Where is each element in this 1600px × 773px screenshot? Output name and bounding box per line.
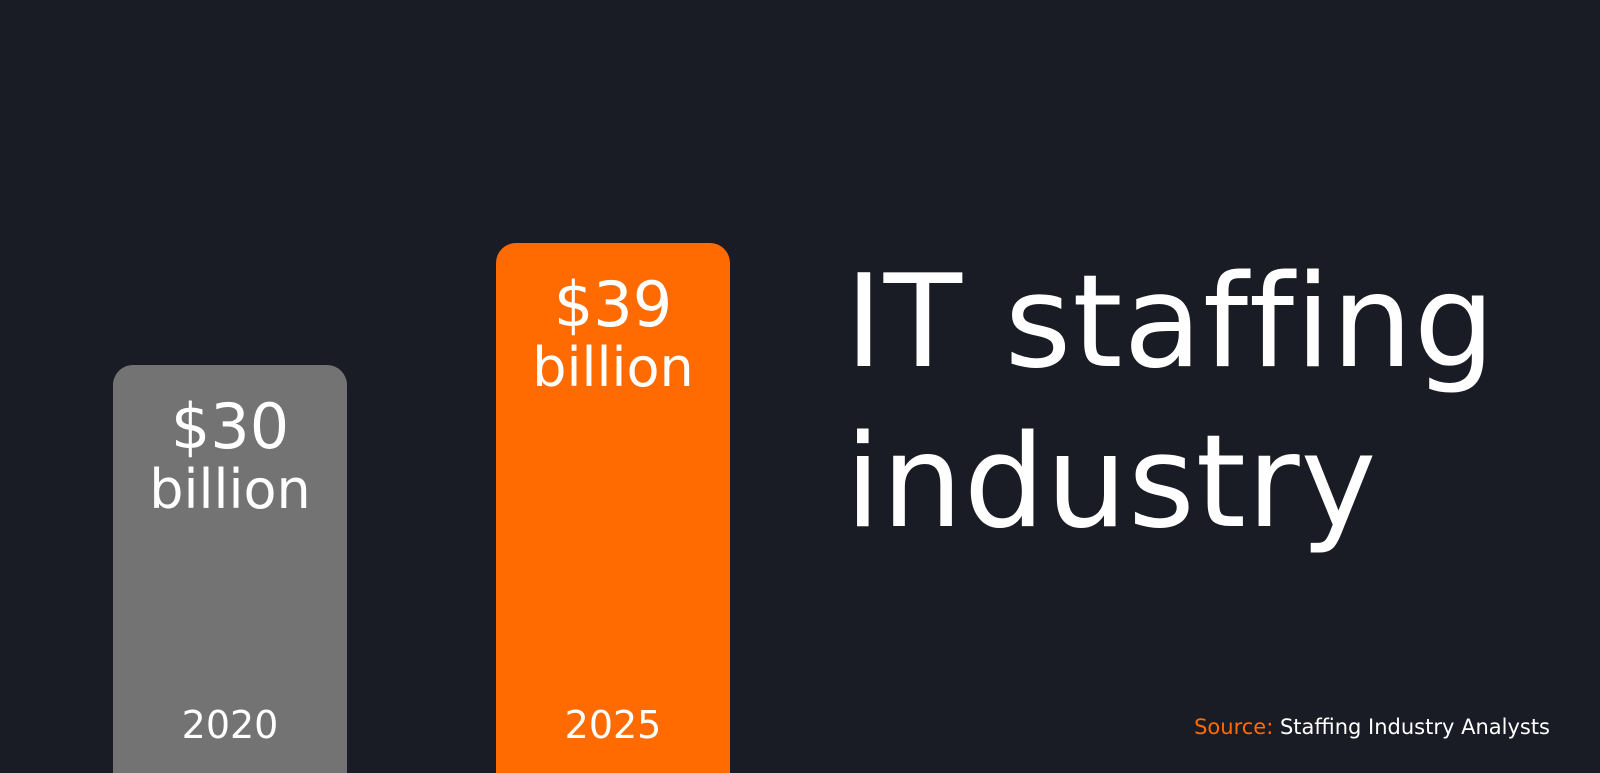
- bar-category-label-2025: 2025: [564, 702, 662, 747]
- chart-title-line-1: IT staffing: [845, 248, 1496, 397]
- bar-value-unit-2020: billion: [149, 458, 311, 521]
- source-label: Source:: [1194, 715, 1274, 739]
- bar-value-label-2020: $30 billion: [113, 395, 347, 521]
- chart-title-line-2: industry: [845, 408, 1378, 557]
- bar-2020: $30 billion 2020: [113, 365, 347, 773]
- bar-value-unit-2025: billion: [532, 335, 694, 399]
- source-text: Staffing Industry Analysts: [1279, 715, 1550, 739]
- bar-value-amount-2025: $39: [553, 267, 673, 341]
- bar-value-amount-2020: $30: [170, 390, 290, 463]
- bar-2025: $39 billion 2025: [496, 242, 730, 773]
- source-note: Source: Staffing Industry Analysts: [1194, 715, 1550, 739]
- bar-value-label-2025: $39 billion: [496, 267, 730, 399]
- chart-title: IT staffing industry: [845, 243, 1565, 563]
- bar-category-label-2020: 2020: [181, 703, 279, 747]
